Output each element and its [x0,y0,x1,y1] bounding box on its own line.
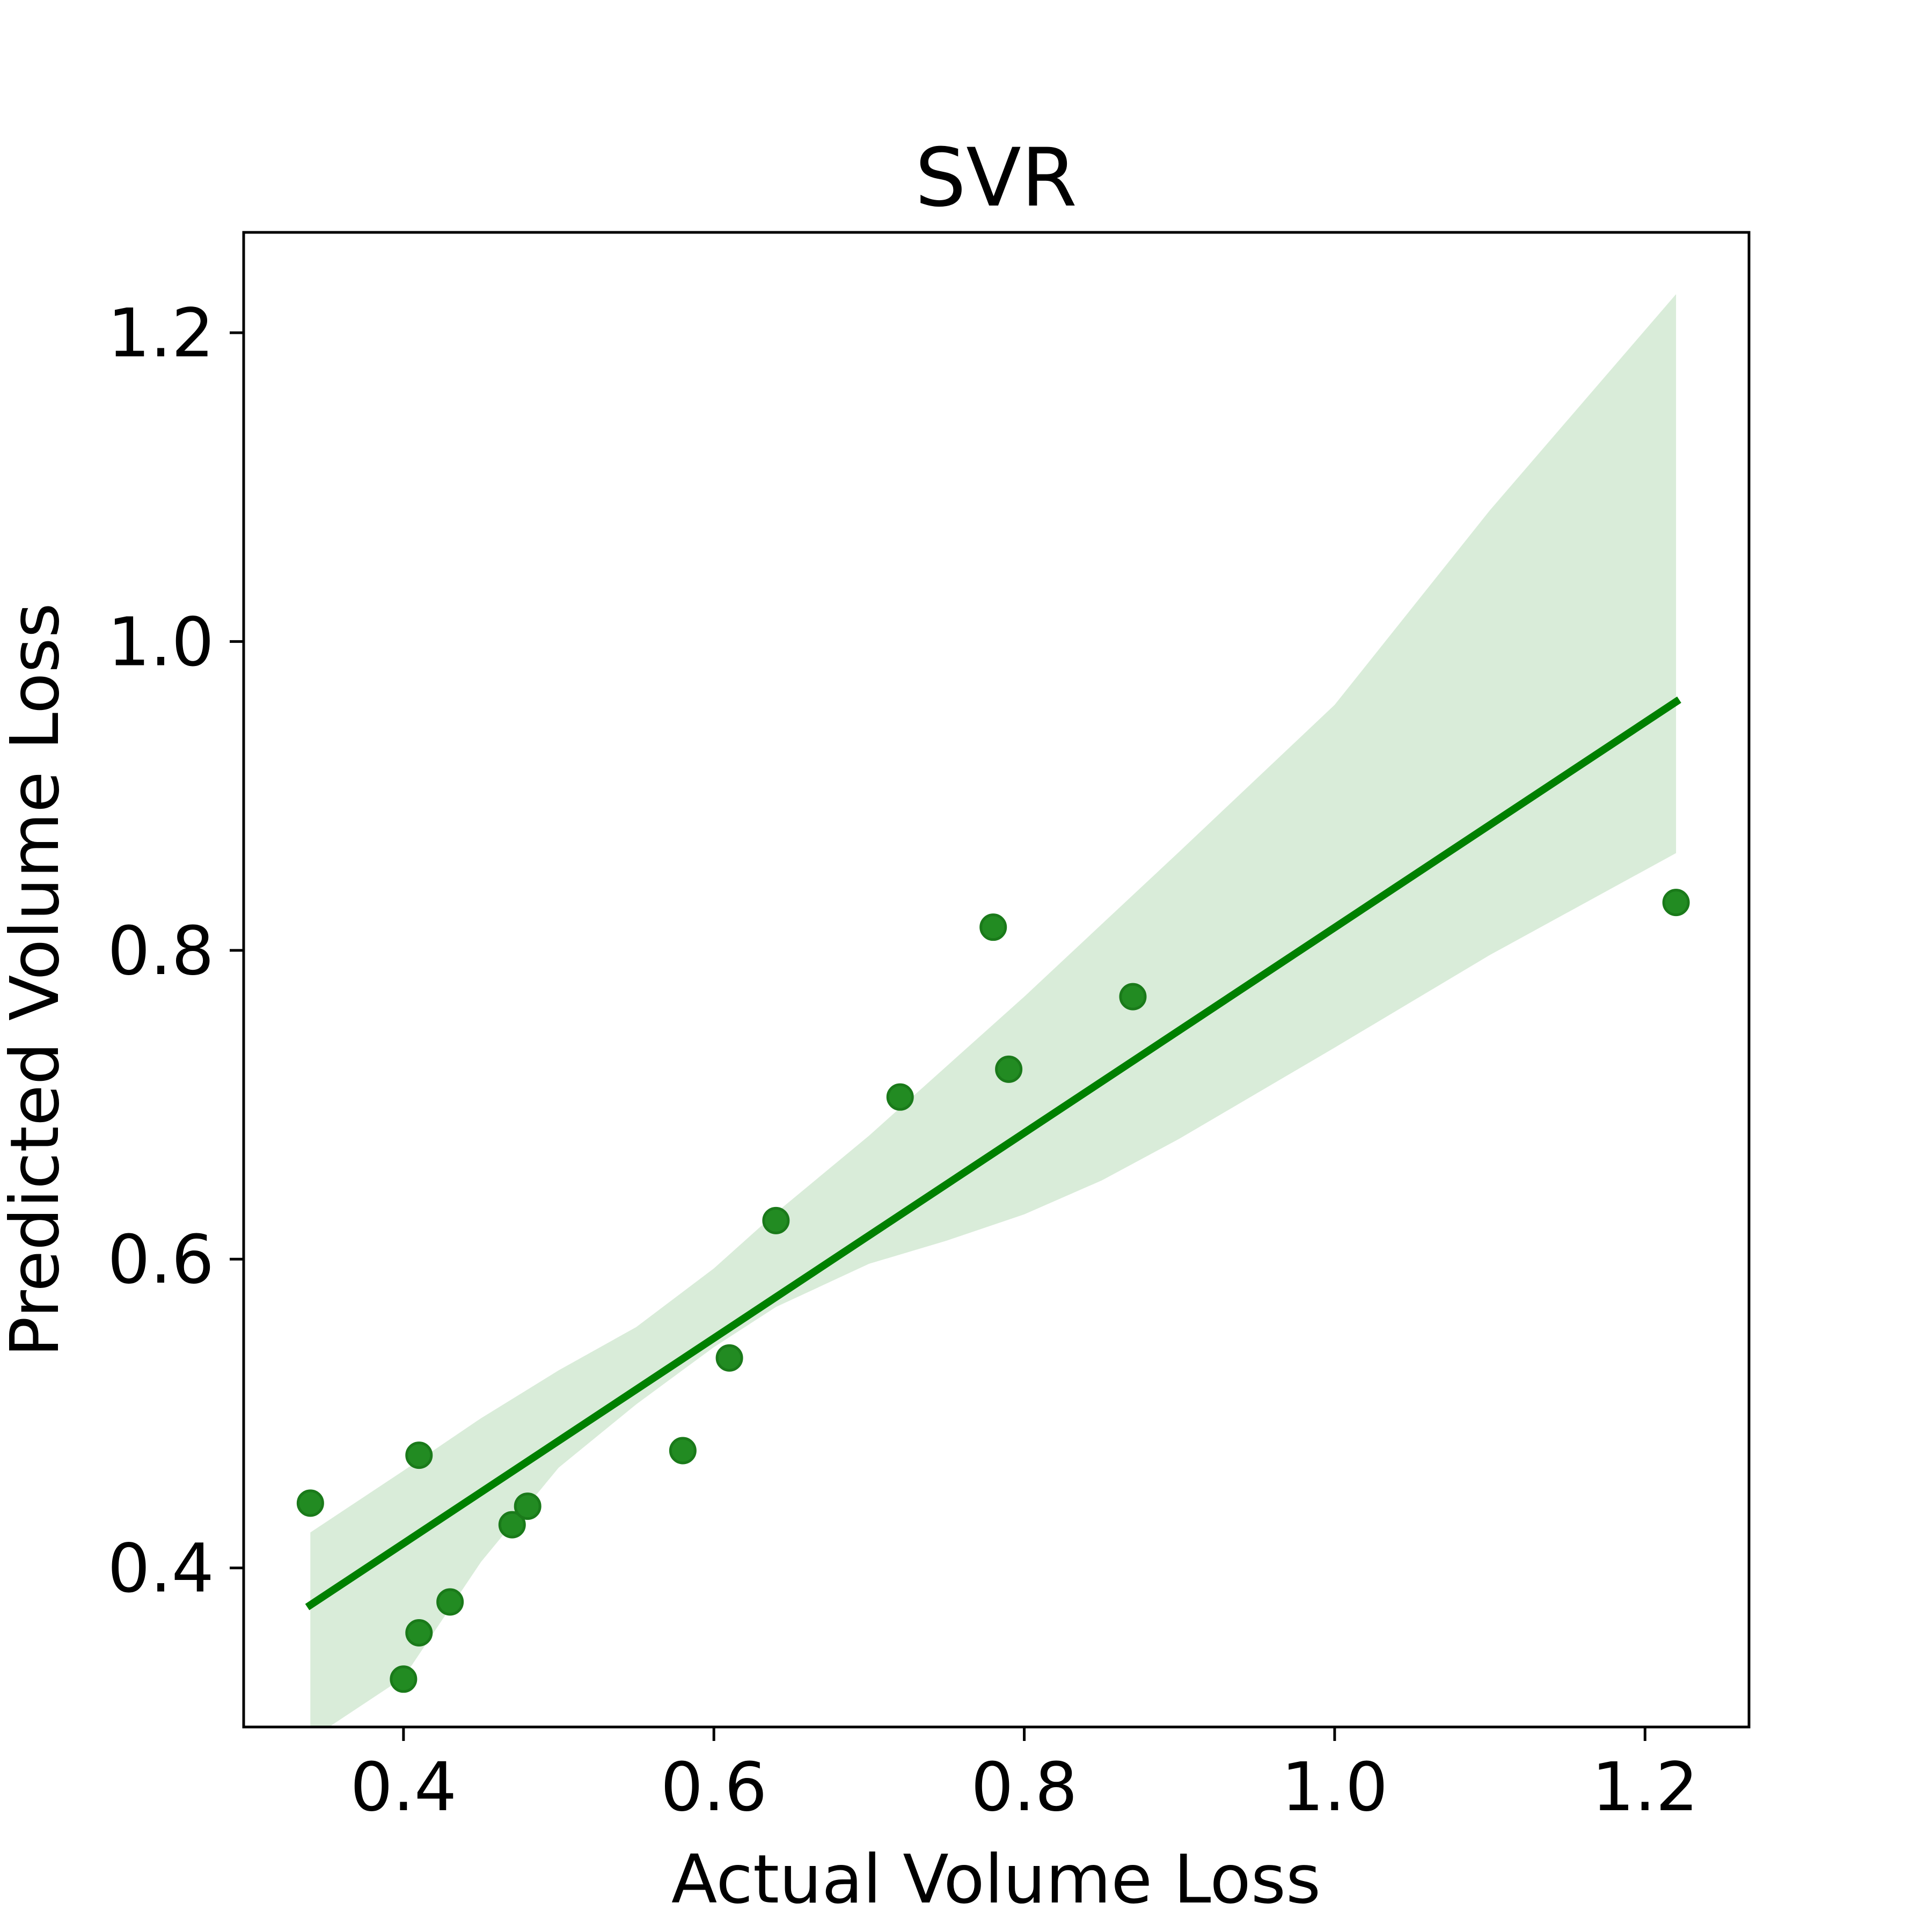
x-tick-label: 1.0 [1282,1748,1388,1826]
x-axis-label: Actual Volume Loss [671,1841,1321,1919]
data-point [296,1489,324,1517]
y-axis-label: Predicted Volume Loss [0,603,74,1357]
data-point [436,1588,464,1616]
x-tick-label: 0.8 [971,1748,1078,1826]
regression-line [305,696,1681,1611]
x-tick-label: 0.6 [661,1748,767,1826]
data-point [405,1441,433,1469]
data-point [1662,889,1690,917]
data-point [995,1055,1023,1083]
y-tick-label: 0.4 [107,1530,214,1608]
plot-area [296,294,1690,1727]
confidence-band [310,294,1677,1727]
data-points [296,889,1690,1693]
data-point [1119,983,1147,1011]
y-tick-label: 1.2 [107,295,214,372]
y-tick-label: 0.8 [107,912,214,990]
plot-frame [242,231,1751,1729]
data-point [405,1619,433,1646]
x-tick-label: 1.2 [1592,1748,1699,1826]
data-point [979,913,1007,941]
data-point [669,1437,697,1465]
data-point [514,1492,541,1520]
x-tick-label: 0.4 [350,1748,457,1826]
data-point [390,1665,418,1693]
data-point [498,1511,526,1539]
y-axis-ticks: 0.4 0.6 0.8 1.0 1.2 [107,295,244,1608]
data-point [886,1083,914,1111]
data-point [762,1206,790,1234]
x-axis-ticks: 0.4 0.6 0.8 1.0 1.2 [350,1727,1699,1826]
data-point [715,1344,743,1372]
y-tick-label: 0.6 [107,1221,214,1299]
chart-title: SVR [915,131,1077,225]
y-tick-label: 1.0 [107,603,214,681]
